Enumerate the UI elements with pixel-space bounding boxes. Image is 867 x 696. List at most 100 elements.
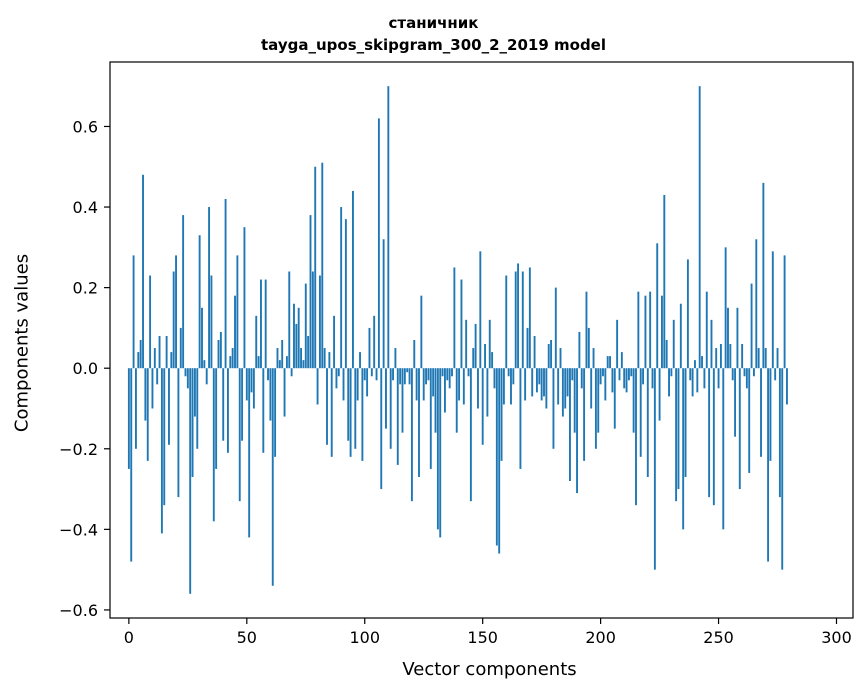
bar-63 (276, 348, 279, 369)
bar-60 (269, 368, 272, 421)
bar-88 (335, 368, 338, 389)
bar-97 (356, 368, 359, 401)
bar-211 (625, 368, 628, 393)
bar-251 (719, 344, 722, 369)
bar-61 (271, 368, 274, 586)
bar-58 (264, 279, 267, 369)
bar-209 (620, 352, 623, 369)
bar-277 (781, 368, 784, 570)
bars-group (127, 86, 788, 594)
bar-103 (370, 368, 373, 377)
bar-241 (696, 368, 699, 393)
bar-38 (217, 340, 220, 369)
bar-124 (420, 295, 423, 369)
bar-104 (373, 315, 376, 369)
bar-72 (297, 307, 300, 369)
bar-185 (564, 368, 567, 409)
bar-230 (670, 368, 673, 377)
bar-132 (439, 368, 442, 538)
bar-82 (321, 162, 324, 369)
bar-57 (262, 368, 265, 453)
bar-279 (786, 368, 788, 405)
bar-21 (177, 368, 180, 498)
bar-256 (731, 368, 734, 381)
y-tick-label: −0.2 (59, 440, 98, 459)
bar-253 (724, 247, 727, 369)
bar-144 (467, 368, 470, 377)
bar-100 (363, 368, 366, 381)
bar-152 (486, 368, 489, 417)
bar-214 (632, 368, 635, 433)
bar-196 (590, 368, 593, 409)
bar-223 (653, 368, 656, 570)
bar-183 (559, 348, 562, 369)
bar-189 (573, 368, 576, 433)
bar-232 (675, 368, 678, 502)
bar-155 (493, 368, 496, 389)
bar-186 (566, 368, 569, 397)
bar-276 (778, 368, 781, 498)
bar-128 (429, 368, 432, 469)
bar-224 (656, 243, 659, 369)
y-axis-label: Components values (11, 253, 33, 433)
bar-1 (130, 368, 133, 562)
bar-164 (514, 271, 517, 369)
bar-2 (132, 255, 135, 369)
y-tick-label: 0.2 (73, 279, 98, 298)
bar-174 (538, 368, 541, 385)
bar-18 (170, 352, 173, 369)
bar-3 (135, 368, 137, 449)
bar-114 (396, 368, 399, 465)
bar-217 (639, 368, 642, 457)
bar-81 (318, 275, 321, 369)
bar-228 (665, 340, 668, 369)
bar-252 (722, 368, 725, 530)
bar-151 (484, 344, 486, 369)
bar-267 (757, 348, 760, 369)
bar-250 (717, 368, 720, 389)
bar-122 (415, 368, 418, 401)
bar-33 (205, 368, 208, 385)
x-tick-label: 300 (821, 628, 852, 647)
x-tick-label: 150 (467, 628, 498, 647)
bar-4 (137, 352, 140, 369)
bar-229 (668, 368, 670, 397)
bar-71 (295, 323, 298, 369)
bar-112 (392, 368, 394, 381)
bar-99 (361, 368, 364, 461)
bar-269 (762, 182, 765, 369)
bar-19 (172, 271, 175, 369)
bar-254 (727, 307, 729, 369)
bar-68 (288, 271, 291, 369)
bar-215 (635, 368, 637, 506)
bar-125 (422, 368, 425, 401)
x-tick-label: 100 (349, 628, 380, 647)
bar-12 (156, 368, 159, 385)
bar-248 (712, 368, 715, 506)
bar-117 (403, 368, 406, 385)
bar-236 (684, 368, 687, 477)
bar-154 (491, 352, 494, 369)
bar-30 (198, 235, 201, 369)
bar-210 (623, 368, 626, 389)
bar-208 (618, 368, 621, 381)
bar-237 (686, 259, 689, 369)
bar-120 (410, 368, 413, 502)
bar-78 (311, 271, 314, 369)
bar-169 (526, 327, 529, 369)
bar-264 (750, 283, 753, 369)
bar-77 (309, 215, 312, 369)
bar-216 (637, 291, 640, 369)
x-tick-label: 200 (585, 628, 616, 647)
bar-197 (592, 348, 595, 369)
bar-25 (186, 368, 189, 389)
bar-158 (500, 368, 503, 461)
bar-202 (604, 368, 607, 401)
bar-59 (267, 368, 269, 381)
bar-180 (552, 368, 555, 449)
bar-263 (748, 368, 751, 473)
bar-203 (606, 356, 609, 369)
bar-170 (528, 267, 531, 369)
bar-150 (481, 368, 484, 445)
